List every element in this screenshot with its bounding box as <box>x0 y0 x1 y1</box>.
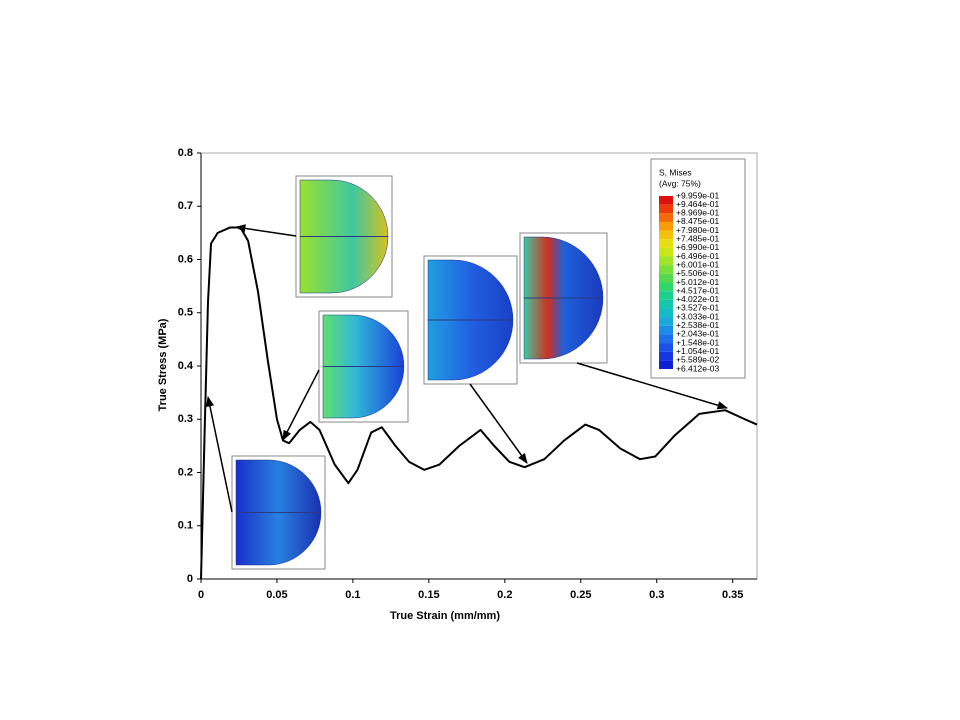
legend-swatch <box>659 282 673 292</box>
x-tick-label: 0.25 <box>570 589 591 601</box>
legend-label: +1.054e-01 <box>676 346 720 356</box>
arrow <box>469 383 528 464</box>
x-tick-label: 0 <box>198 589 204 601</box>
y-tick-label: 0.6 <box>178 253 193 265</box>
legend-label: +9.464e-01 <box>676 199 720 209</box>
legend-label: +5.506e-01 <box>676 268 720 278</box>
x-tick-label: 0.3 <box>649 589 664 601</box>
legend-swatch <box>659 265 673 274</box>
legend-label: +6.412e-03 <box>676 363 720 373</box>
legend-label: +5.012e-01 <box>676 277 720 287</box>
y-tick-label: 0.3 <box>178 413 193 425</box>
stress-strain-curve <box>200 226 758 580</box>
legend-label: +2.538e-01 <box>676 320 720 330</box>
x-tick-label: 0.35 <box>722 589 743 601</box>
legend-label: +3.033e-01 <box>676 311 720 321</box>
legend-swatch <box>659 299 673 309</box>
legend-swatch <box>659 351 673 361</box>
legend-label: +8.969e-01 <box>676 208 720 218</box>
legend-label: +1.548e-01 <box>676 337 720 347</box>
legend-label: +6.001e-01 <box>676 259 720 269</box>
y-tick-label: 0.8 <box>178 147 193 159</box>
legend-swatch <box>659 247 673 257</box>
arrow <box>282 369 320 441</box>
legend-label: +3.527e-01 <box>676 303 720 313</box>
fea-insets <box>205 175 729 570</box>
legend-swatch <box>659 317 673 326</box>
y-tick-label: 0.4 <box>178 360 194 372</box>
x-tick-label: 0.1 <box>345 589 360 601</box>
x-axis-label: True Strain (mm/mm) <box>390 610 500 622</box>
arrow <box>205 395 233 513</box>
legend-subtitle: (Avg: 75%) <box>659 178 701 188</box>
legend-swatch <box>659 196 673 205</box>
legend-title: S, Mises <box>659 167 692 177</box>
x-tick-label: 0.2 <box>497 589 512 601</box>
legend-swatch <box>659 230 673 240</box>
legend-swatch <box>659 360 673 369</box>
legend-label: +7.485e-01 <box>676 234 720 244</box>
legend-swatch <box>659 325 673 335</box>
legend-swatch <box>659 221 673 231</box>
legend-label: +6.990e-01 <box>676 242 720 252</box>
legend-swatch <box>659 213 673 222</box>
legend-label: +6.496e-01 <box>676 251 720 261</box>
contour-legend: S, Mises(Avg: 75%)+9.959e-01+9.464e-01+8… <box>650 158 746 379</box>
y-tick-label: 0.1 <box>178 520 193 532</box>
arrow <box>234 224 297 237</box>
legend-label: +5.589e-02 <box>676 355 720 365</box>
legend-swatch <box>659 308 673 318</box>
legend-swatch <box>659 239 673 248</box>
legend-label: +4.022e-01 <box>676 294 720 304</box>
y-tick-label: 0.2 <box>178 466 193 478</box>
legend-label: +9.959e-01 <box>676 190 720 200</box>
arrow <box>576 362 729 410</box>
y-tick-label: 0.7 <box>178 200 193 212</box>
legend-swatch <box>659 291 673 300</box>
legend-label: +2.043e-01 <box>676 329 720 339</box>
legend-label: +7.980e-01 <box>676 225 720 235</box>
legend-swatch <box>659 256 673 266</box>
legend-label: +8.475e-01 <box>676 216 720 226</box>
legend-swatch <box>659 343 673 352</box>
legend-swatch <box>659 334 673 344</box>
y-tick-label: 0.5 <box>178 307 193 319</box>
legend-label: +4.517e-01 <box>676 285 720 295</box>
x-tick-label: 0.05 <box>266 589 287 601</box>
y-tick-label: 0 <box>187 573 193 585</box>
y-axis-label: True Stress (MPa) <box>157 318 169 411</box>
legend-swatch <box>659 273 673 283</box>
x-tick-label: 0.15 <box>418 589 439 601</box>
legend-swatch <box>659 204 673 214</box>
